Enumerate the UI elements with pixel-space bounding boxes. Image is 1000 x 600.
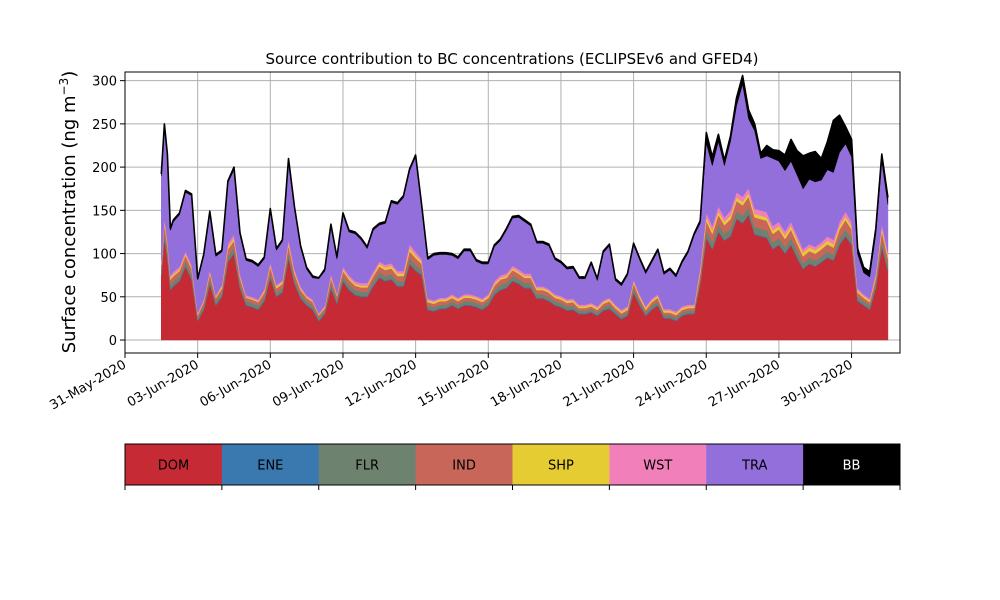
x-tick-label: 06-Jun-2020 <box>197 357 274 410</box>
legend-swatch-wst <box>609 444 707 485</box>
total-line <box>160 74 889 285</box>
x-tick-label: 15-Jun-2020 <box>415 357 492 410</box>
legend-label-ene: ENE <box>257 459 283 474</box>
legend-swatch-shp <box>512 444 610 485</box>
legend-swatch-ind <box>415 444 513 485</box>
stacked-areas <box>160 74 889 341</box>
x-tick-label: 30-Jun-2020 <box>779 357 856 410</box>
x-tick-label: 09-Jun-2020 <box>270 357 347 410</box>
chart-title: Source contribution to BC concentrations… <box>265 50 758 68</box>
legend-label-flr: FLR <box>355 459 379 474</box>
y-tick-label: 250 <box>92 118 117 133</box>
x-tick-label: 21-Jun-2020 <box>561 357 638 410</box>
legend-label-tra: TRA <box>741 459 767 474</box>
legend-label-dom: DOM <box>158 459 189 474</box>
y-axis-label: Surface concentration (ng m−3) <box>57 71 80 354</box>
legend-colorbar: DOM ENE FLR IND SHP WST TRA BB <box>124 443 901 490</box>
legend-swatch-bb <box>803 444 901 485</box>
y-tick-label: 200 <box>92 161 117 176</box>
x-tick-label: 18-Jun-2020 <box>488 357 565 410</box>
y-axis-label-superscript: −3 <box>57 78 71 96</box>
legend-label-bb: BB <box>843 459 861 474</box>
y-axis-label-close: ) <box>59 71 80 78</box>
y-tick-label: 100 <box>92 248 117 263</box>
legend-label-ind: IND <box>452 459 476 474</box>
y-axis-label-main: Surface concentration (ng m <box>59 95 80 353</box>
y-tick-label: 300 <box>92 75 117 90</box>
x-tick-label: 03-Jun-2020 <box>125 357 202 410</box>
x-tick-label: 27-Jun-2020 <box>706 357 783 410</box>
legend-swatch-tra <box>706 444 804 485</box>
legend-label-shp: SHP <box>548 459 574 474</box>
y-tick-label: 150 <box>92 204 117 219</box>
x-tick-label: 31-May-2020 <box>47 357 129 413</box>
y-tick-label: 50 <box>100 291 117 306</box>
legend-swatch-dom <box>125 444 223 485</box>
legend-label-wst: WST <box>643 459 672 474</box>
y-tick-label: 0 <box>109 334 117 349</box>
legend-swatch-ene <box>221 444 320 485</box>
x-tick-label: 24-Jun-2020 <box>633 357 710 410</box>
x-tick-label: 12-Jun-2020 <box>343 357 420 410</box>
legend-swatch-flr <box>318 444 417 485</box>
plot-frame <box>124 71 901 354</box>
